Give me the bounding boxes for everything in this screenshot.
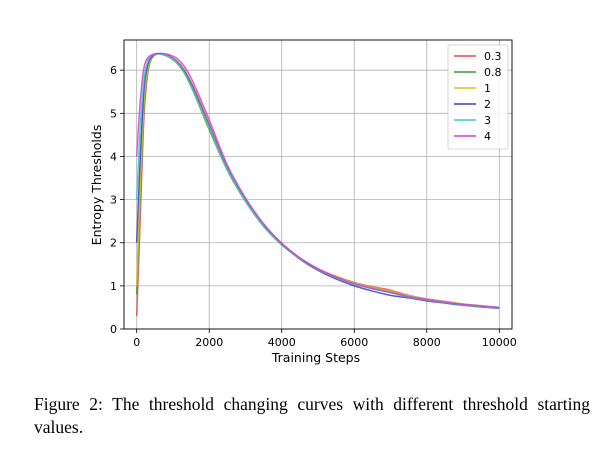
series-line-0-3 [135, 52, 500, 317]
legend-label: 0.8 [484, 66, 502, 79]
axis-ticks: 0 2000 4000 6000 8000 10000 0 1 2 3 4 5 6 [110, 64, 517, 349]
y-axis-label: Entropy Thresholds [89, 125, 104, 246]
y-tick-label: 2 [110, 237, 117, 250]
x-tick-label: 6000 [340, 336, 368, 349]
x-tick-label: 0 [133, 336, 140, 349]
series-lines [135, 52, 500, 317]
y-tick-label: 6 [110, 64, 117, 77]
legend-label: 4 [484, 130, 491, 143]
legend-label: 3 [484, 114, 491, 127]
legend-label: 1 [484, 82, 491, 95]
x-axis-label: Training Steps [271, 350, 360, 365]
legend-box [447, 44, 509, 150]
y-tick-label: 1 [110, 280, 117, 293]
y-tick-label: 5 [110, 107, 117, 120]
legend: 0.3 0.8 1 2 3 4 [447, 44, 509, 150]
y-tick-label: 3 [110, 194, 117, 207]
figure-caption: Figure 2: The threshold changing curves … [34, 394, 590, 437]
legend-label: 2 [484, 98, 491, 111]
x-tick-label: 10000 [482, 336, 517, 349]
y-tick-label: 4 [110, 150, 117, 163]
series-line-4 [135, 52, 500, 309]
legend-label: 0.3 [484, 50, 502, 63]
x-tick-label: 2000 [195, 336, 223, 349]
x-tick-label: 8000 [413, 336, 441, 349]
y-tick-label: 0 [110, 323, 117, 336]
plot-frame [123, 39, 513, 330]
x-tick-label: 4000 [268, 336, 296, 349]
